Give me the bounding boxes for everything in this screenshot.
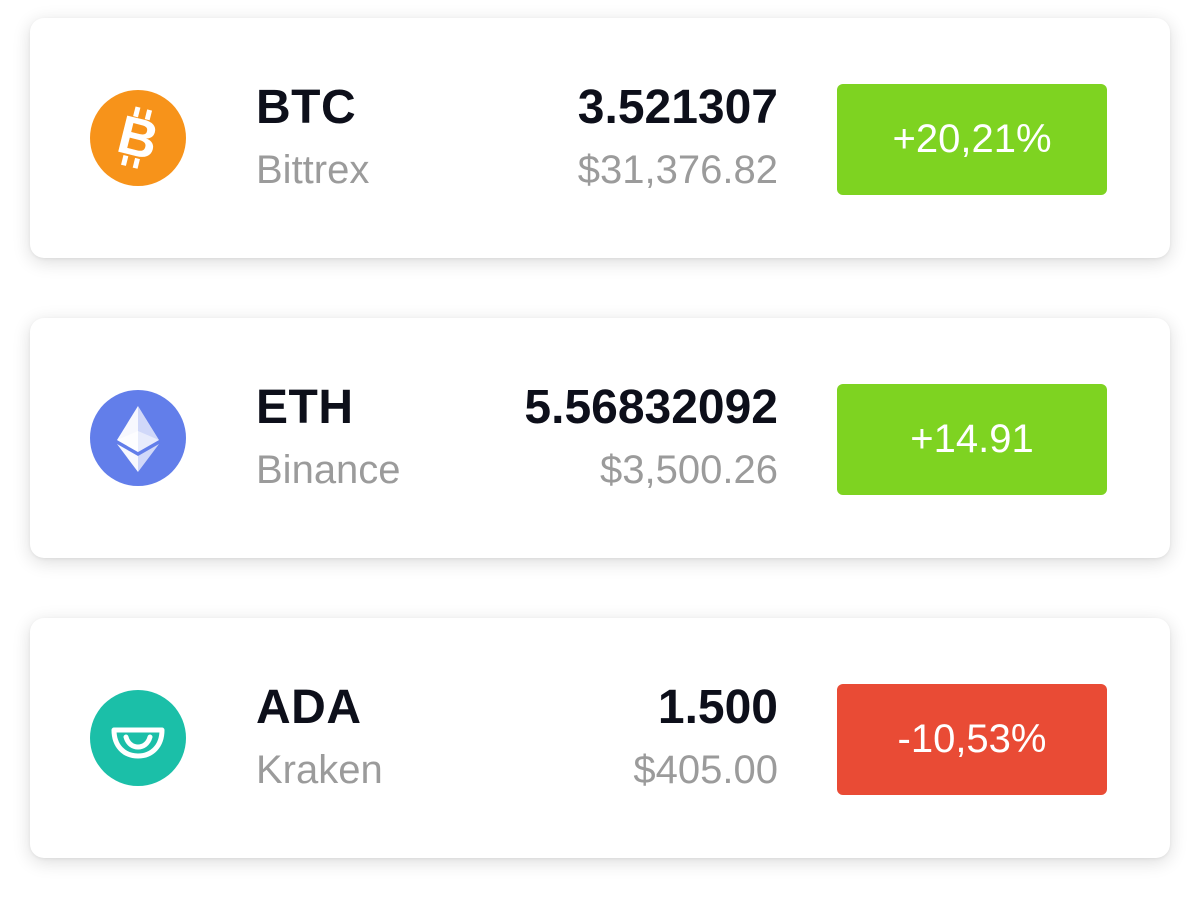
bitcoin-icon: B — [90, 90, 186, 186]
asset-symbol: ADA — [256, 681, 362, 734]
asset-exchange: Kraken — [256, 748, 383, 792]
asset-card-btc[interactable]: B BTC Bittrex 3.521307 $31,376.82 +20,21… — [30, 18, 1170, 258]
asset-usd-value: $405.00 — [633, 748, 778, 792]
asset-exchange: Binance — [256, 448, 401, 492]
asset-amount: 1.500 — [657, 681, 778, 734]
asset-usd-value: $3,500.26 — [600, 448, 778, 492]
asset-amount: 3.521307 — [577, 81, 778, 134]
change-badge[interactable]: +20,21% — [837, 84, 1107, 195]
change-badge[interactable]: -10,53% — [837, 684, 1107, 795]
cardano-icon — [90, 690, 186, 786]
asset-card-ada[interactable]: ADA Kraken 1.500 $405.00 -10,53% — [30, 618, 1170, 858]
asset-symbol: BTC — [256, 81, 357, 134]
asset-amount: 5.56832092 — [524, 381, 778, 434]
asset-exchange: Bittrex — [256, 148, 370, 192]
ethereum-icon — [90, 390, 186, 486]
change-badge[interactable]: +14.91 — [837, 384, 1107, 495]
asset-card-eth[interactable]: ETH Binance 5.56832092 $3,500.26 +14.91 — [30, 318, 1170, 558]
asset-symbol: ETH — [256, 381, 354, 434]
asset-usd-value: $31,376.82 — [577, 148, 778, 192]
